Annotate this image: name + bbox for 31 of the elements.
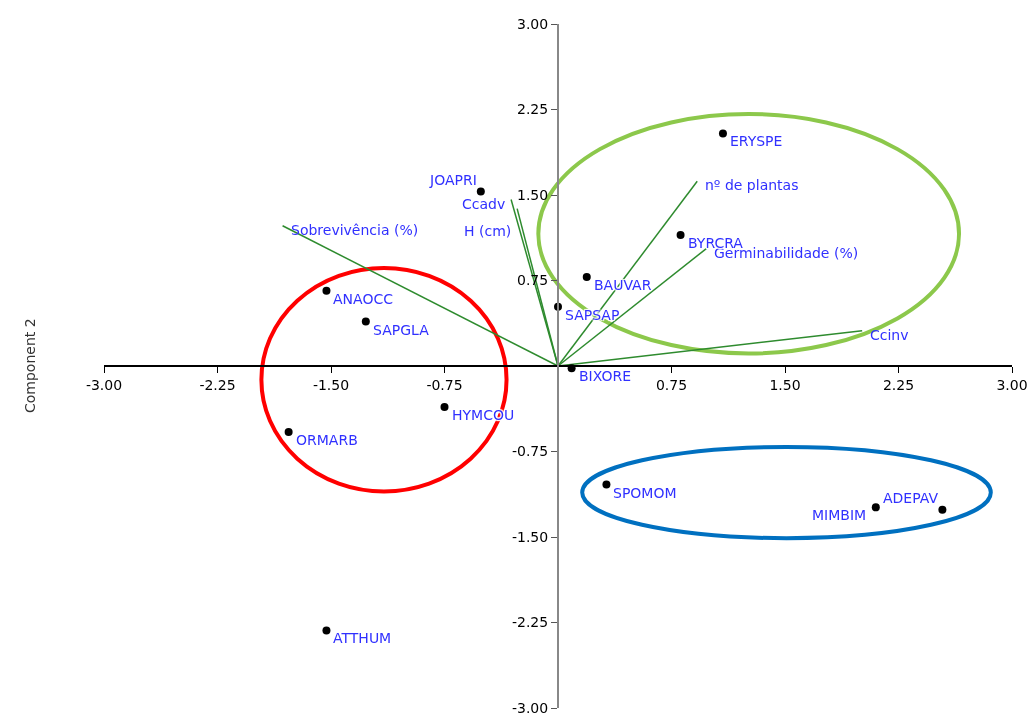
x-tick-label: -3.00 <box>85 376 123 393</box>
series-label: Ccinv <box>870 327 909 343</box>
annotation: ANAOCC <box>333 291 394 307</box>
x-tick-label: 1.50 <box>769 376 801 393</box>
x-tick-label: -1.50 <box>312 376 350 393</box>
annotation: JOAPRI <box>429 172 477 188</box>
x-tick-label: 2.25 <box>882 376 915 393</box>
annotation: ATTHUM <box>333 630 392 646</box>
y-tick-label: 3.00 <box>517 15 549 32</box>
x-tick-label: -2.25 <box>199 376 236 393</box>
annotation: BIXORE <box>579 368 632 384</box>
y-tick-label: 1.50 <box>517 186 549 203</box>
y-tick-label: -0.75 <box>511 443 549 460</box>
y-tick-label: -2.25 <box>511 614 549 631</box>
series-label: Ccadv <box>462 196 506 212</box>
annotation: ADEPAV <box>883 490 939 506</box>
x-tick-label: 3.00 <box>996 376 1028 393</box>
annotation: SAPGLA <box>373 322 430 338</box>
series-label: nº de plantas <box>705 177 799 193</box>
y-axis-title: Component 2 <box>22 318 38 413</box>
y-tick-label: -1.50 <box>511 528 549 545</box>
x-tick-label: 0.75 <box>655 376 688 393</box>
annotation: MIMBIM <box>812 507 867 523</box>
annotation: ORMARB <box>296 432 358 448</box>
series-label: H (cm) <box>464 223 512 239</box>
x-tick-label: -0.75 <box>426 376 463 393</box>
y-tick-label: 2.25 <box>517 101 549 118</box>
y-tick-label: -3.00 <box>511 699 549 716</box>
annotation: ERYSPE <box>730 133 783 149</box>
annotation: SPOMOM <box>613 485 677 501</box>
series-label: Sobrevivência (%) <box>291 222 419 238</box>
